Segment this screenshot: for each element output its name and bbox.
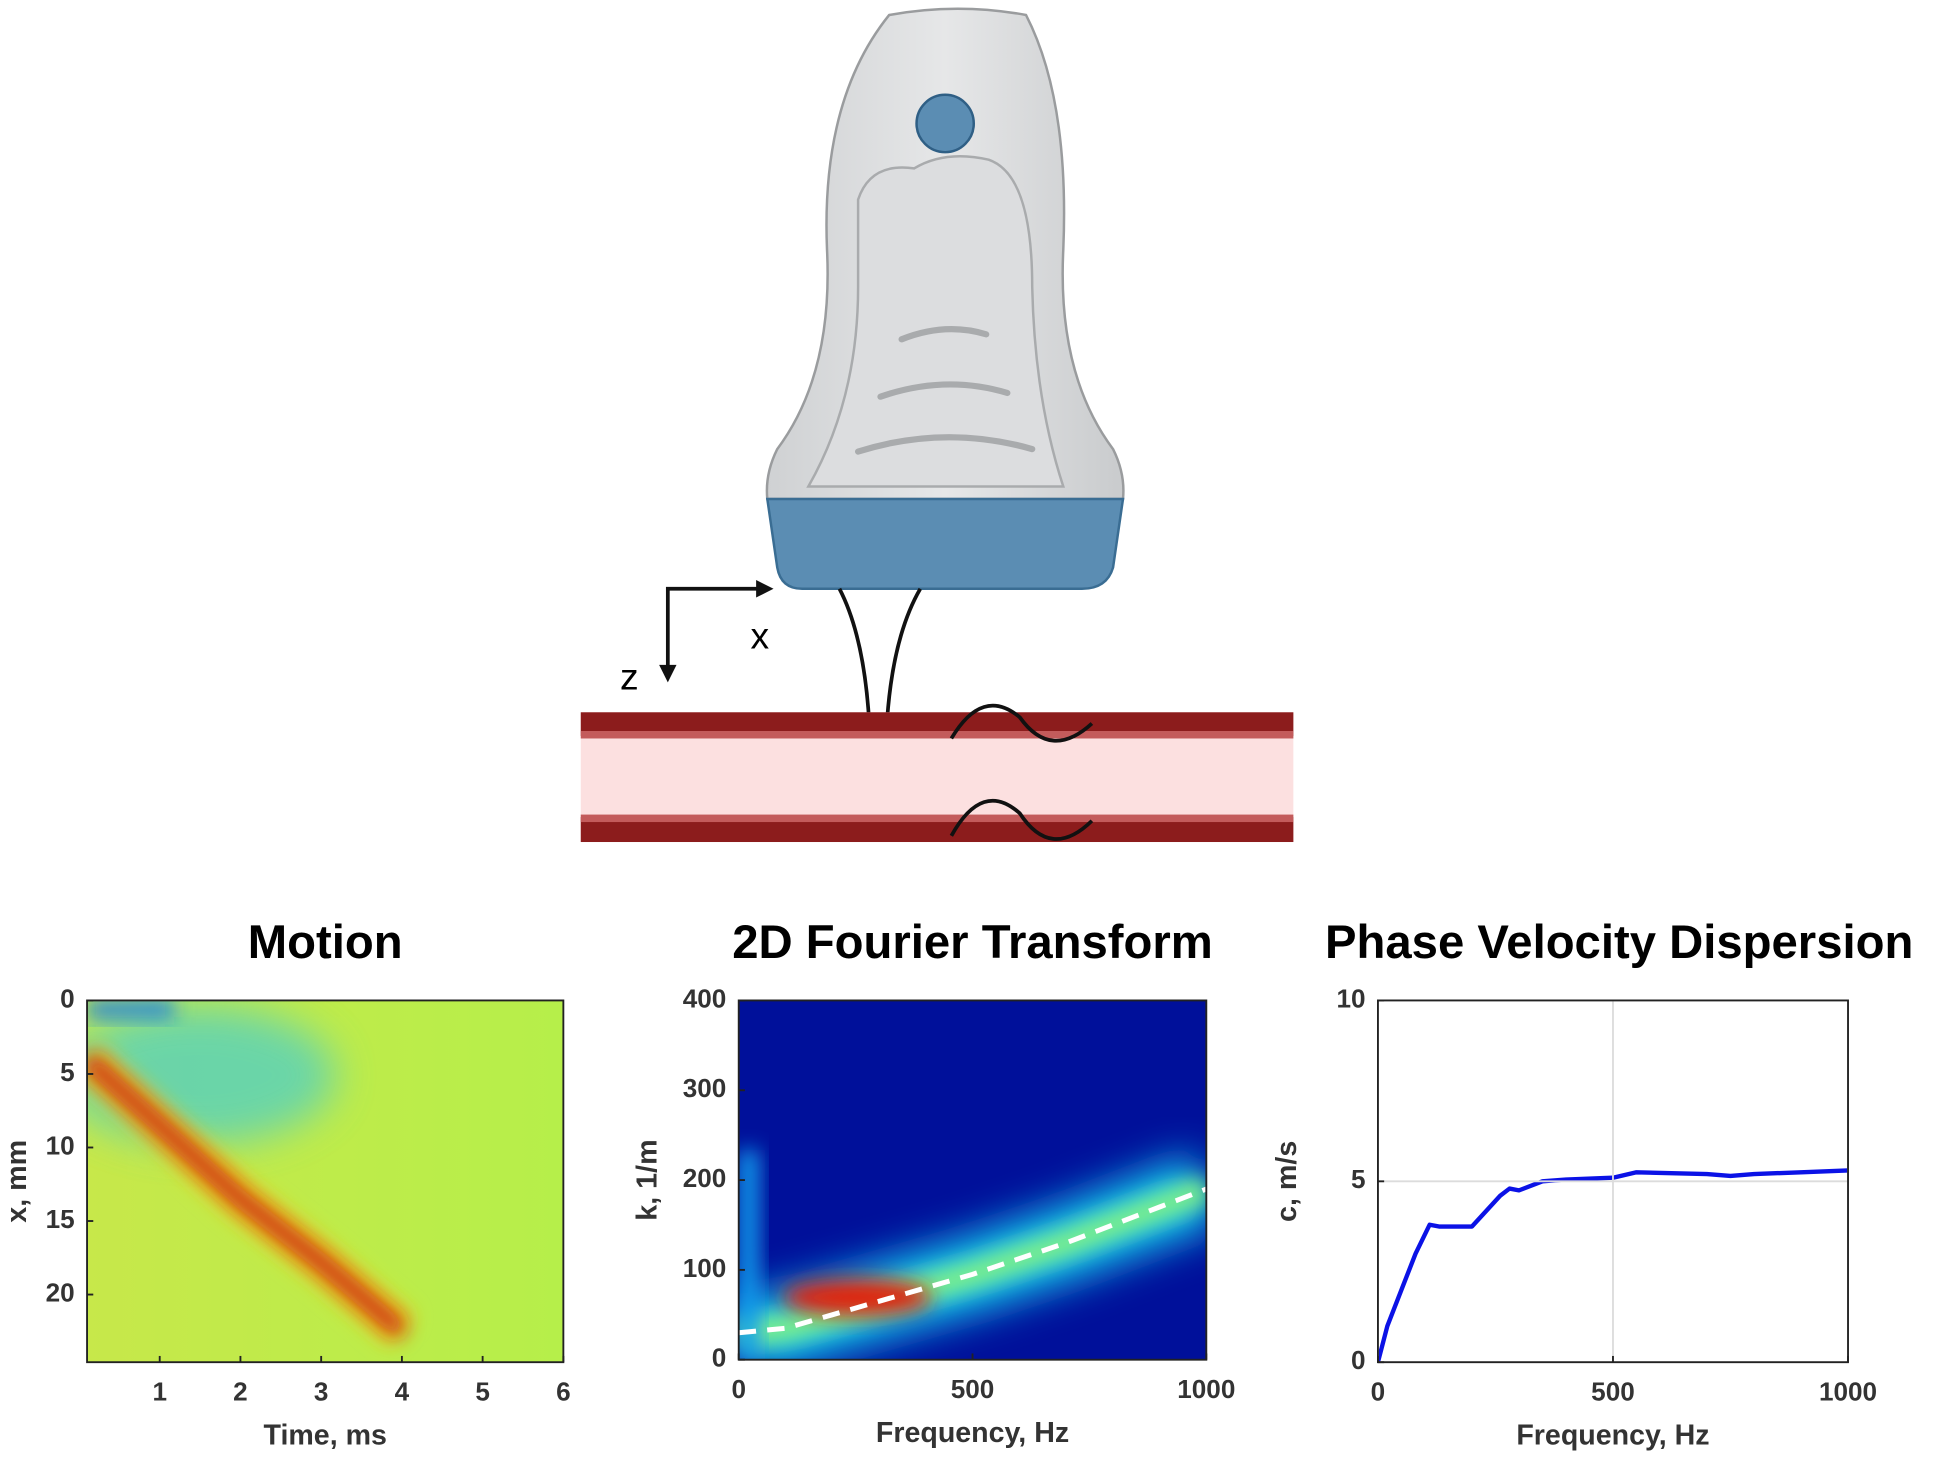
heatmap-region (87, 1000, 175, 1018)
x-axis-label: Frequency, Hz (1516, 1420, 1709, 1452)
plot-frame (86, 999, 565, 1364)
plot-area (738, 1000, 1207, 1360)
data-line (1377, 1168, 1849, 1363)
x-tick-label: 1000 (1819, 1376, 1877, 1406)
x-axis-label: x (751, 615, 770, 657)
x-tick-label: 4 (395, 1376, 410, 1406)
x-tick-label: 5 (475, 1376, 490, 1406)
y-tick-label: 15 (46, 1204, 75, 1234)
ridge (87, 1052, 408, 1338)
x-tick-label: 500 (951, 1374, 995, 1404)
y-tick-label: 100 (683, 1253, 727, 1283)
x-tick-label: 1 (152, 1376, 167, 1406)
y-tick-label: 200 (683, 1163, 727, 1193)
x-tick-label: 3 (314, 1376, 329, 1406)
chart: 0 500 1000 0 100 200 300 400 Frequency, Hz k, 1/m… (632, 916, 1236, 1449)
y-tick-label: 0 (1351, 1345, 1366, 1375)
y-axis-label: c, m/s (1271, 1141, 1303, 1222)
z-axis-label: z (620, 656, 639, 698)
probe-illustration: x z (580, 7, 1294, 843)
x-tick-label: 1000 (1177, 1374, 1235, 1404)
x-tick-label: 0 (731, 1374, 746, 1404)
chart: 0 500 1000 0 5 10 Frequency, Hz c, m/s Phase Vel… (1271, 916, 1913, 1452)
chart-title: Phase Velocity Dispersion (1325, 916, 1913, 969)
y-tick-label: 0 (712, 1343, 727, 1373)
y-axis-label: x, mm (1, 1140, 33, 1223)
x-tick-label: 0 (1371, 1376, 1386, 1406)
x-tick-label: 6 (556, 1376, 571, 1406)
chart-title: 2D Fourier Transform (732, 916, 1213, 969)
heatmap-edge (738, 1150, 759, 1360)
y-tick-label: 10 (46, 1130, 75, 1160)
x-axis-label: Frequency, Hz (876, 1417, 1069, 1449)
y-axis-label: k, 1/m (632, 1139, 664, 1220)
y-tick-label: 0 (60, 983, 75, 1013)
heatmap-band (738, 1176, 1207, 1347)
plot-area (1377, 1168, 1849, 1363)
heatmap-hotspot (782, 1278, 932, 1317)
y-tick-label: 20 (46, 1277, 75, 1307)
plot-area (87, 1000, 564, 1363)
y-tick-label: 300 (683, 1073, 727, 1103)
y-tick-label: 5 (60, 1057, 75, 1087)
y-tick-label: 400 (683, 983, 727, 1013)
x-tick-label: 500 (1591, 1376, 1635, 1406)
y-tick-label: 10 (1336, 983, 1365, 1013)
chart-title: Motion (248, 916, 403, 969)
y-tick-label: 5 (1351, 1164, 1366, 1194)
chart: 1 2 3 4 5 6 0 5 10 15 20 Time, ms x, mm Motion (1, 916, 570, 1452)
x-tick-label: 2 (233, 1376, 248, 1406)
x-axis-label: Time, ms (264, 1420, 387, 1452)
